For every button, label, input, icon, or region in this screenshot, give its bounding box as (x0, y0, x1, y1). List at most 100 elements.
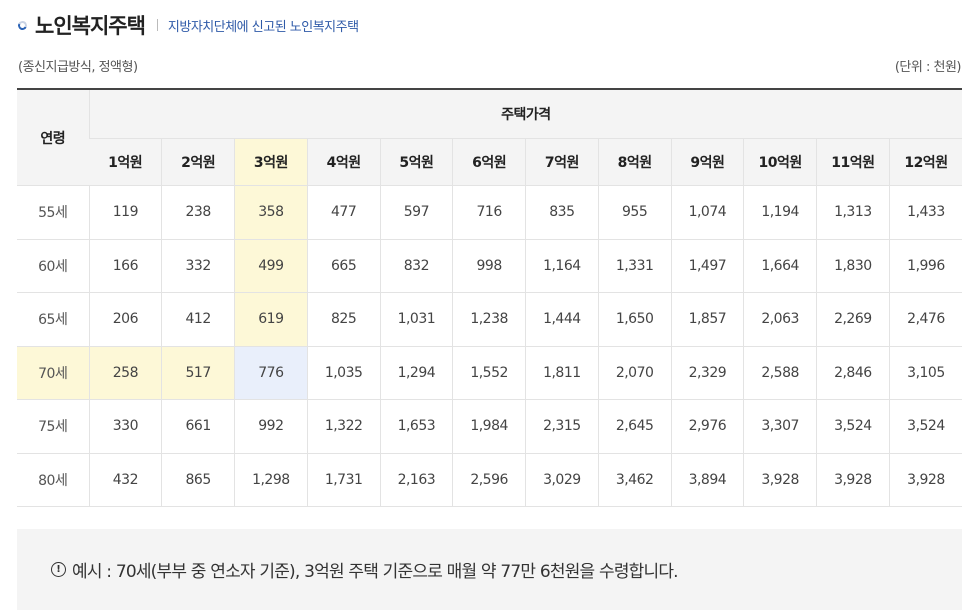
column-header: 7억원 (525, 138, 599, 186)
age-cell: 65세 (17, 292, 89, 347)
age-header: 연령 (17, 89, 89, 186)
value-cell: 2,063 (743, 292, 817, 347)
column-header: 1억원 (89, 138, 162, 186)
column-header: 5억원 (379, 138, 453, 186)
page-subtitle: 지방자치단체에 신고된 노인복지주택 (167, 19, 359, 35)
value-cell: 1,552 (452, 346, 526, 400)
value-cell: 1,830 (816, 239, 890, 293)
value-cell: 1,322 (306, 399, 380, 454)
table-row: 70세 258 517 776 1,035 1,294 1,552 1,811 2,070 2,3… (17, 346, 963, 400)
value-cell: 1,664 (743, 239, 817, 293)
age-cell: 55세 (17, 185, 89, 240)
value-cell: 517 (161, 346, 235, 400)
example-note-text: 예시 : 70세(부부 중 연소자 기준), 3억원 주택 기준으로 매월 약 … (72, 562, 679, 582)
bullet-dot-icon (16, 19, 29, 31)
value-cell: 2,476 (888, 292, 963, 347)
value-cell: 238 (161, 185, 235, 240)
value-cell: 2,269 (816, 292, 890, 347)
value-cell: 477 (306, 185, 380, 240)
value-cell: 432 (88, 453, 162, 507)
value-cell: 3,928 (888, 453, 963, 507)
value-cell: 2,645 (597, 399, 671, 454)
value-cell: 1,497 (670, 239, 744, 293)
value-cell: 206 (88, 292, 162, 347)
table-row: 60세 166 332 499 665 832 998 1,164 1,331 1,497 1,66… (17, 239, 963, 293)
column-header: 2억원 (161, 138, 235, 186)
page-title: 노인복지주택 (35, 14, 146, 38)
value-cell: 166 (88, 239, 162, 293)
value-cell: 358 (234, 185, 308, 240)
age-cell: 60세 (17, 239, 89, 293)
value-cell: 2,315 (525, 399, 599, 454)
column-header: 9억원 (670, 138, 744, 186)
value-cell: 1,650 (597, 292, 671, 347)
column-header: 4억원 (306, 138, 380, 186)
value-cell: 3,524 (816, 399, 890, 454)
value-cell: 1,331 (597, 239, 671, 293)
value-cell: 412 (161, 292, 235, 347)
section-header: 노인복지주택 지방자치단체에 신고된 노인복지주택 (16, 8, 359, 42)
value-cell: 825 (306, 292, 380, 347)
value-cell: 1,238 (452, 292, 526, 347)
value-cell: 2,329 (670, 346, 744, 400)
value-cell: 499 (234, 239, 308, 293)
value-cell: 992 (234, 399, 308, 454)
value-cell: 1,984 (452, 399, 526, 454)
value-cell: 3,029 (525, 453, 599, 507)
value-cell: 3,307 (743, 399, 817, 454)
value-cell: 2,163 (379, 453, 453, 507)
value-cell: 1,731 (306, 453, 380, 507)
value-cell: 1,857 (670, 292, 744, 347)
value-cell: 1,298 (234, 453, 308, 507)
column-header: 12억원 (888, 138, 963, 186)
column-header: 6억원 (452, 138, 526, 186)
value-cell: 1,074 (670, 185, 744, 240)
value-cell: 3,105 (888, 346, 963, 400)
value-cell: 955 (597, 185, 671, 240)
table-row: 55세 119 238 358 477 597 716 835 955 1,074 1,194 1,3… (17, 185, 963, 240)
table-body: 55세 119 238 358 477 597 716 835 955 1,074 1,194 1,3… (17, 185, 963, 507)
value-cell: 119 (88, 185, 162, 240)
value-cell: 597 (379, 185, 453, 240)
value-cell: 865 (161, 453, 235, 507)
info-circle-icon: ! (51, 562, 66, 577)
value-cell: 661 (161, 399, 235, 454)
column-header-highlighted: 3억원 (234, 138, 308, 186)
value-cell: 619 (234, 292, 308, 347)
value-cell: 716 (452, 185, 526, 240)
value-cell: 2,588 (743, 346, 817, 400)
value-cell: 1,035 (306, 346, 380, 400)
value-cell: 1,194 (743, 185, 817, 240)
pension-table: 연령 주택가격 1억원 2억원 3억원 4억원 5억원 6억원 7억원 8억원 … (17, 88, 963, 507)
table-row: 75세 330 661 992 1,322 1,653 1,984 2,315 2,645 2,9… (17, 399, 963, 454)
table-row: 80세 432 865 1,298 1,731 2,163 2,596 3,029 3,462 3… (17, 453, 963, 507)
value-cell: 2,846 (816, 346, 890, 400)
title-divider (156, 19, 158, 31)
value-cell: 2,596 (452, 453, 526, 507)
value-cell: 3,894 (670, 453, 744, 507)
age-cell: 75세 (17, 399, 89, 454)
value-cell: 258 (88, 346, 162, 400)
column-header: 10억원 (743, 138, 817, 186)
example-note: ! 예시 : 70세(부부 중 연소자 기준), 3억원 주택 기준으로 매월 … (17, 529, 962, 610)
value-cell: 3,524 (888, 399, 963, 454)
value-cell: 1,031 (379, 292, 453, 347)
value-cell: 332 (161, 239, 235, 293)
value-cell: 3,928 (816, 453, 890, 507)
value-cell: 1,811 (525, 346, 599, 400)
value-cell: 330 (88, 399, 162, 454)
value-cell: 1,653 (379, 399, 453, 454)
value-cell: 832 (379, 239, 453, 293)
value-cell: 1,433 (888, 185, 963, 240)
value-cell: 665 (306, 239, 380, 293)
value-cell: 1,996 (888, 239, 963, 293)
column-header: 11억원 (816, 138, 890, 186)
value-cell: 3,928 (743, 453, 817, 507)
age-cell: 70세 (17, 346, 89, 400)
price-header: 주택가격 (88, 89, 963, 139)
value-cell-selected: 776 (234, 346, 308, 400)
value-cell: 3,462 (597, 453, 671, 507)
value-cell: 835 (525, 185, 599, 240)
value-cell: 2,070 (597, 346, 671, 400)
value-cell: 1,444 (525, 292, 599, 347)
